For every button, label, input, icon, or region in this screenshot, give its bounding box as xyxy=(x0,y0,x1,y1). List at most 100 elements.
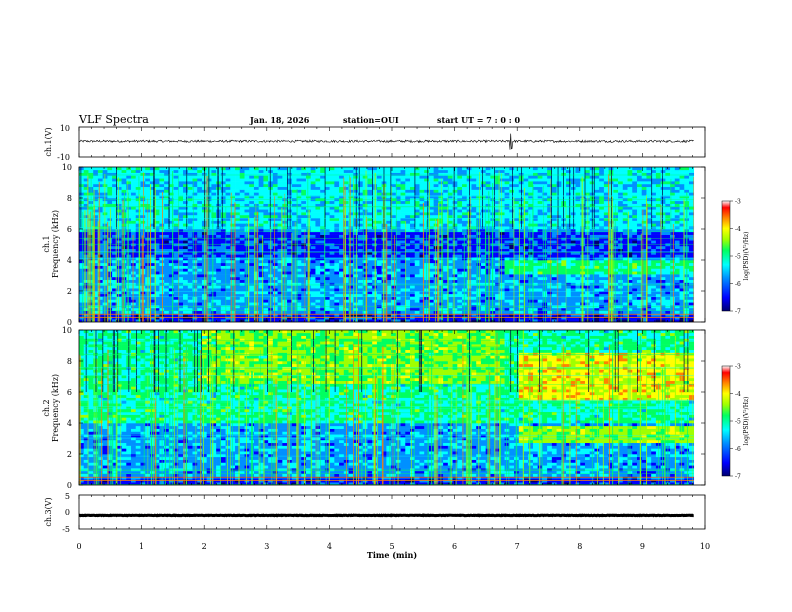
spectrogram-cell xyxy=(140,243,146,247)
spectrogram-cell xyxy=(462,200,468,204)
spectrogram-cell xyxy=(334,192,340,196)
spectrogram-cell xyxy=(381,234,387,238)
spectrogram-cell xyxy=(239,181,245,185)
spectrogram-cell xyxy=(140,293,146,297)
spectrogram-cell xyxy=(452,217,458,221)
spectrogram-cell xyxy=(287,313,293,317)
spectrogram-cell xyxy=(131,206,137,210)
spectrogram-cell xyxy=(329,271,335,275)
spectrogram-cell xyxy=(287,307,293,312)
spectrogram-cell xyxy=(168,254,174,258)
spectrogram-cell xyxy=(291,198,297,202)
spectrogram-cell xyxy=(164,291,170,295)
spectrogram-cell xyxy=(258,271,264,275)
spectrogram-cell xyxy=(296,214,302,219)
spectrogram-cell xyxy=(173,268,179,272)
spectrogram-cell xyxy=(495,220,501,224)
spectrogram-cell xyxy=(225,231,231,235)
spectrogram-cell xyxy=(272,257,278,261)
spectrogram-cell xyxy=(400,206,406,210)
spectrogram-cell xyxy=(419,223,425,227)
spectrogram-cell xyxy=(220,231,226,235)
spectrogram-cell xyxy=(131,316,137,320)
spectrogram-cell xyxy=(386,285,392,289)
spectrogram-cell xyxy=(305,183,312,188)
spectrogram-cell xyxy=(187,214,193,219)
spectrogram-cell xyxy=(131,186,137,190)
spectrogram-cell xyxy=(253,243,259,247)
spectrogram-cell xyxy=(178,175,184,179)
spectrogram-cell xyxy=(93,251,99,255)
spectrogram-cell xyxy=(135,310,141,314)
spectrogram-cell xyxy=(197,172,203,176)
spectrogram-cell xyxy=(149,257,155,261)
spectrogram-cell xyxy=(495,276,501,281)
spectrogram-cell xyxy=(348,276,354,281)
spectrogram-cell xyxy=(282,189,288,193)
spectrogram-cell xyxy=(428,175,434,179)
spectrogram-cell xyxy=(447,212,453,216)
spectrogram-cell xyxy=(343,212,349,216)
spectrogram-cell xyxy=(135,248,141,252)
spectrogram-cell xyxy=(239,279,245,283)
spectrogram-cell xyxy=(197,262,203,266)
spectrogram-cell xyxy=(476,167,482,171)
spectrogram-cell xyxy=(268,189,274,193)
spectrogram-cell xyxy=(97,310,103,314)
spectrogram-cell xyxy=(263,234,269,238)
spectrogram-cell xyxy=(334,175,340,179)
spectrogram-cell xyxy=(211,274,217,278)
spectrogram-cell xyxy=(112,175,118,179)
spectrogram-cell xyxy=(263,276,269,281)
spectrogram-cell xyxy=(253,262,259,266)
spectrogram-cell xyxy=(220,229,226,233)
spectrogram-cell xyxy=(258,257,264,261)
spectrogram-cell xyxy=(310,279,316,283)
spectrogram-cell xyxy=(187,274,193,278)
spectrogram-cell xyxy=(272,302,278,306)
spectrogram-cell xyxy=(485,260,491,264)
spectrogram-cell xyxy=(93,198,99,202)
spectrogram-cell xyxy=(362,310,368,314)
spectrogram-cell xyxy=(244,192,250,196)
spectrogram-cell xyxy=(164,262,170,266)
spectrogram-cell xyxy=(154,265,160,269)
spectrogram-cell xyxy=(263,195,269,199)
spectrogram-cell xyxy=(235,245,241,250)
spectrogram-cell xyxy=(277,254,283,258)
spectrogram-cell xyxy=(348,265,354,269)
spectrogram-cell xyxy=(348,254,354,258)
spectrogram-cell xyxy=(159,254,165,258)
spectrogram-cell xyxy=(357,291,364,295)
spectrogram-cell xyxy=(452,254,458,258)
spectrogram-cell xyxy=(443,240,449,244)
spectrogram-cell xyxy=(419,271,425,275)
spectrogram-cell xyxy=(343,243,349,247)
spectrogram-cell xyxy=(168,167,174,171)
spectrogram-cell xyxy=(452,307,458,312)
spectrogram-cell xyxy=(140,279,146,283)
spectrogram-cell xyxy=(296,285,302,289)
spectrogram-cell xyxy=(480,231,486,235)
spectrogram-cell xyxy=(495,209,501,213)
spectrogram-cell xyxy=(324,245,330,250)
spectrogram-cell xyxy=(258,274,264,278)
spectrogram-cell xyxy=(216,223,222,227)
spectrogram-cell xyxy=(206,296,212,300)
spectrogram-cell xyxy=(495,262,501,266)
spectrogram-cell xyxy=(135,243,141,247)
spectrogram-cell xyxy=(183,268,189,272)
spectrogram-cell xyxy=(192,186,198,190)
spectrogram-cell xyxy=(140,183,146,188)
spectrogram-cell xyxy=(476,251,482,255)
spectrogram-cell xyxy=(93,234,99,238)
spectrogram-cell xyxy=(258,203,264,207)
spectrogram-cell xyxy=(253,189,259,193)
spectrogram-cell xyxy=(419,265,425,269)
spectrogram-cell xyxy=(329,302,335,306)
spectrogram-cell xyxy=(131,189,137,193)
spectrogram-cell xyxy=(339,288,345,292)
spectrogram-cell xyxy=(291,265,297,269)
spectrogram-cell xyxy=(466,265,472,269)
spectrogram-cell xyxy=(93,276,99,281)
